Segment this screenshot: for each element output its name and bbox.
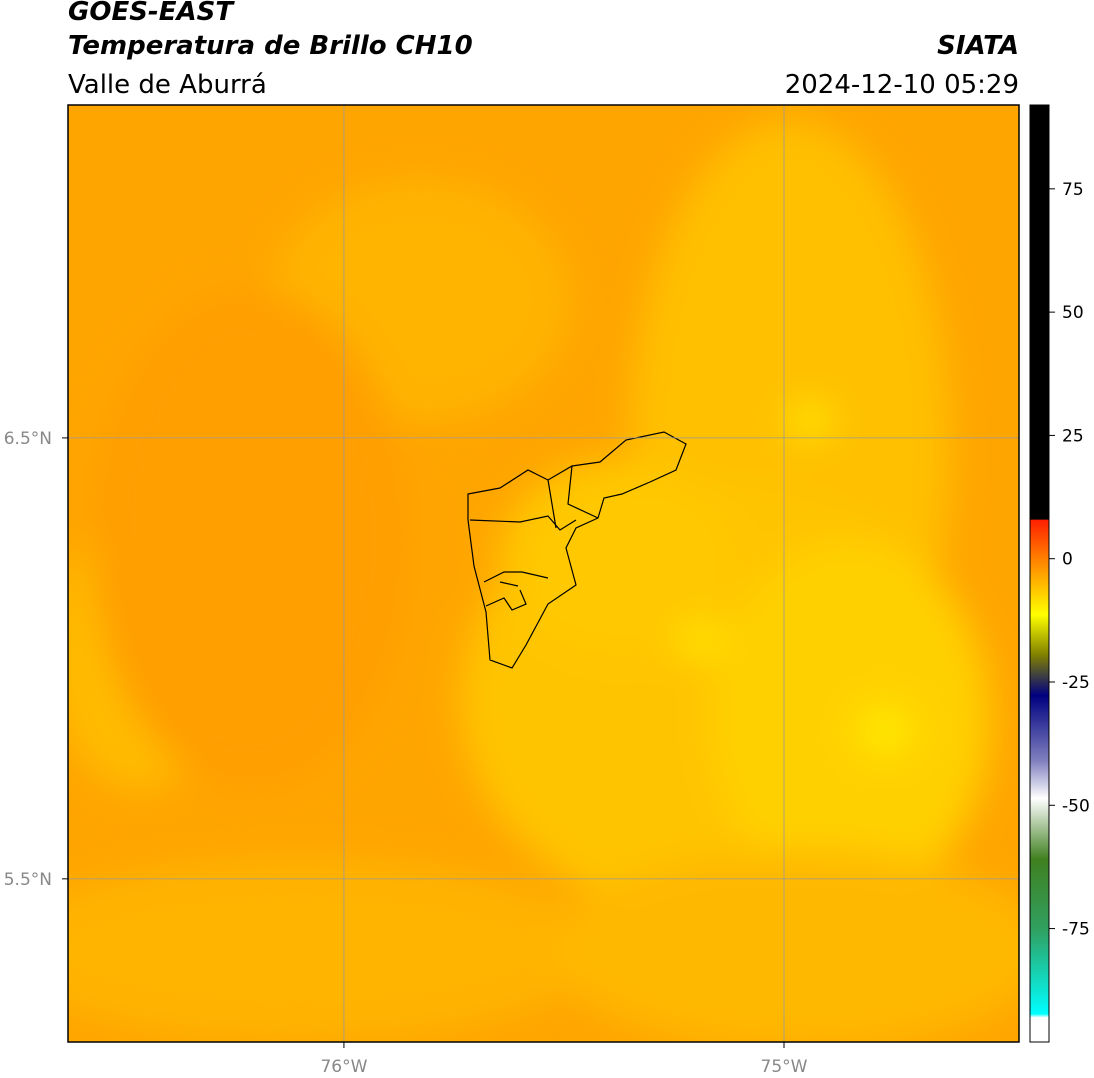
colorbar-label: -50 [1062, 796, 1090, 816]
colorbar-label: 0 [1062, 550, 1073, 570]
lat-label: 5.5°N [4, 870, 52, 890]
map-frame [67, 104, 1020, 1043]
colorbar-label: -75 [1062, 920, 1090, 940]
grid [68, 105, 1019, 1042]
municipal-boundaries [467, 431, 687, 669]
lon-label: 76°W [320, 1057, 367, 1077]
colorbar [1029, 104, 1050, 1043]
timestamp: 2024-12-10 05:29 [785, 70, 1019, 100]
region: Valle de Aburrá [68, 70, 267, 100]
colorbar-label: 25 [1062, 426, 1084, 446]
source: SIATA [937, 31, 1019, 61]
temperature-field [68, 105, 1019, 1042]
colorbar-label: 75 [1062, 180, 1084, 200]
lon-label: 75°W [761, 1057, 808, 1077]
lat-label: 6.5°N [4, 429, 52, 449]
subtitle: Temperatura de Brillo CH10 [68, 31, 473, 61]
colorbar-label: -25 [1062, 673, 1090, 693]
colorbar-label: 50 [1062, 303, 1084, 323]
title: GOES-EAST [68, 0, 235, 27]
